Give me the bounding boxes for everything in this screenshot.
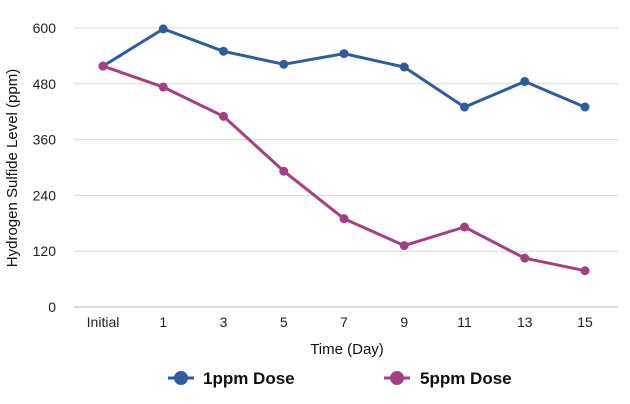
y-tick-label: 600 bbox=[33, 20, 57, 36]
x-tick-label: 15 bbox=[577, 314, 593, 330]
legend: 1ppm Dose 5ppm Dose bbox=[168, 369, 512, 388]
y-tick-label: 240 bbox=[33, 187, 57, 203]
data-point bbox=[580, 266, 590, 276]
x-tick-label: 1 bbox=[159, 314, 167, 330]
series-layer bbox=[98, 24, 590, 276]
data-point bbox=[158, 82, 168, 92]
series-line bbox=[102, 27, 586, 109]
series-line bbox=[102, 64, 586, 273]
y-tick-label: 0 bbox=[48, 299, 56, 315]
x-tick-label: 9 bbox=[400, 314, 408, 330]
x-axis-title: Time (Day) bbox=[310, 341, 384, 358]
data-point bbox=[460, 102, 469, 112]
data-point bbox=[520, 76, 530, 86]
y-axis-ticks: 0 120 240 360 480 600 bbox=[33, 20, 57, 315]
data-point bbox=[219, 46, 228, 56]
x-tick-label: 13 bbox=[517, 314, 533, 330]
y-tick-label: 120 bbox=[33, 243, 57, 259]
data-point bbox=[279, 166, 289, 176]
y-tick-label: 360 bbox=[33, 132, 57, 148]
x-tick-label: 11 bbox=[457, 314, 472, 330]
series-1 bbox=[98, 24, 590, 112]
data-point bbox=[399, 241, 409, 251]
data-point bbox=[219, 111, 228, 121]
x-axis-ticks: Initial 1 3 5 7 9 11 13 15 bbox=[87, 314, 593, 330]
data-point bbox=[98, 61, 108, 71]
legend-item-5ppm: 5ppm Dose bbox=[384, 369, 512, 388]
data-point bbox=[339, 49, 349, 59]
data-point bbox=[520, 253, 530, 263]
data-point bbox=[580, 102, 590, 112]
x-tick-label: 3 bbox=[220, 314, 228, 330]
data-point bbox=[460, 222, 469, 232]
data-point bbox=[158, 24, 168, 34]
legend-label-1ppm: 1ppm Dose bbox=[203, 369, 295, 388]
series-2 bbox=[98, 61, 590, 276]
x-tick-label: 5 bbox=[280, 314, 288, 330]
x-tick-label: Initial bbox=[87, 314, 120, 330]
data-point bbox=[339, 214, 349, 224]
y-tick-label: 480 bbox=[33, 76, 57, 92]
data-point bbox=[279, 59, 289, 69]
legend-item-1ppm: 1ppm Dose bbox=[168, 369, 295, 388]
legend-swatch-marker-5ppm bbox=[390, 371, 404, 385]
legend-label-5ppm: 5ppm Dose bbox=[420, 369, 512, 388]
data-point bbox=[399, 62, 409, 72]
legend-swatch-marker-1ppm bbox=[174, 371, 188, 385]
y-axis-title: Hydrogen Sulfide Level (ppm) bbox=[4, 69, 21, 267]
x-tick-label: 7 bbox=[340, 314, 348, 330]
